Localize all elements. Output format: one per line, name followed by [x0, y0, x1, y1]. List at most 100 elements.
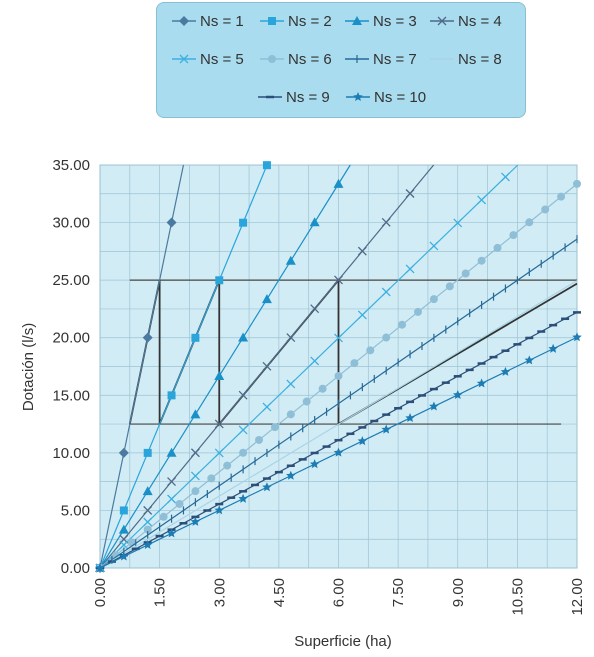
data-point [119, 551, 129, 561]
legend-label: Ns = 2 [288, 13, 332, 30]
data-point [573, 179, 581, 188]
data-point [333, 178, 344, 188]
legend-item: Ns = 4 [430, 13, 502, 30]
data-point [143, 505, 153, 515]
data-point [357, 246, 367, 256]
legend-label: Ns = 3 [373, 13, 417, 30]
data-point [357, 436, 368, 446]
data-point [350, 359, 359, 368]
legend-item: Ns = 7 [345, 51, 417, 68]
legend-box [156, 2, 526, 118]
data-point [239, 448, 248, 457]
series-8 [99, 280, 578, 569]
y-tick-label: 10.00 [52, 445, 90, 462]
data-point [95, 563, 105, 573]
data-point [309, 459, 320, 469]
data-point [142, 486, 153, 496]
y-tick-label: 0.00 [61, 560, 90, 577]
data-point [445, 282, 454, 291]
data-point [118, 524, 129, 534]
data-point [285, 255, 296, 265]
data-point [302, 397, 311, 406]
data-point [572, 332, 582, 342]
series-10 [95, 332, 582, 573]
x-tick-label: 12.00 [569, 578, 586, 616]
data-point [175, 499, 184, 508]
x-axis-title: Superficie (ha) [294, 633, 392, 650]
legend-item: Ns = 3 [345, 13, 417, 30]
x-tick-label: 1.50 [152, 578, 169, 607]
legend-item: Ns = 9 [258, 89, 330, 106]
data-point [414, 307, 422, 316]
legend-label: Ns = 9 [286, 89, 330, 106]
data-point [453, 218, 463, 228]
data-point [334, 371, 343, 380]
series-6 [96, 179, 581, 572]
data-point [334, 333, 343, 343]
data-point [166, 447, 177, 457]
data-point [238, 425, 248, 435]
legend-label: Ns = 10 [374, 89, 426, 106]
x-tick-label: 10.50 [509, 578, 526, 616]
legend-label: Ns = 1 [200, 13, 244, 30]
x-tick-label: 6.00 [331, 578, 348, 607]
y-tick-label: 5.00 [61, 502, 90, 519]
data-point [190, 471, 200, 481]
legend-label: Ns = 7 [373, 51, 417, 68]
series-line [99, 280, 578, 569]
data-point [262, 402, 272, 412]
series-9 [96, 311, 581, 570]
legend-label: Ns = 4 [458, 13, 502, 30]
data-point [405, 413, 415, 423]
legend: Ns = 1 Ns = 2 Ns = 3 Ns = 4 Ns = 5 Ns = 6 Ns =… [172, 13, 502, 106]
data-point [525, 218, 534, 227]
data-point [429, 401, 439, 411]
data-point [167, 477, 177, 487]
series-line [99, 164, 268, 569]
legend-marker [437, 16, 447, 26]
data-point [143, 525, 152, 534]
data-point [452, 389, 463, 399]
data-point [366, 346, 375, 355]
data-point [118, 447, 129, 458]
legend-item: Ns = 1 [172, 13, 244, 30]
data-point [143, 448, 152, 457]
data-point [261, 294, 272, 304]
data-point [223, 461, 232, 470]
data-point [509, 231, 518, 240]
data-point [310, 356, 320, 366]
data-point [477, 256, 486, 265]
data-point [398, 320, 407, 329]
data-point [286, 410, 295, 419]
data-point [286, 379, 296, 389]
data-point [286, 333, 296, 342]
data-point [309, 217, 320, 227]
y-axis-title: Dotación (l/s) [20, 323, 37, 411]
data-point [405, 264, 415, 274]
data-point [119, 506, 128, 515]
data-point [166, 217, 177, 228]
y-tick-label: 30.00 [52, 215, 90, 232]
y-tick-label: 25.00 [52, 272, 90, 289]
data-point [333, 447, 344, 457]
data-point [190, 516, 201, 526]
data-point [127, 538, 136, 547]
legend-item: Ns = 2 [260, 13, 332, 30]
data-point [357, 310, 367, 320]
data-point [500, 172, 510, 182]
data-point [190, 448, 200, 458]
data-point [548, 343, 558, 353]
data-point [142, 332, 153, 343]
legend-item: Ns = 8 [430, 51, 502, 68]
x-tick-label: 7.50 [390, 578, 407, 607]
data-point [461, 269, 470, 278]
data-point [476, 378, 487, 388]
data-point [142, 539, 153, 549]
data-point [167, 391, 176, 400]
x-tick-label: 3.00 [211, 578, 228, 607]
legend-marker [353, 92, 363, 102]
data-point [238, 390, 248, 400]
legend-item: Ns = 5 [172, 51, 244, 68]
data-point [191, 333, 200, 342]
legend-marker [268, 55, 276, 63]
